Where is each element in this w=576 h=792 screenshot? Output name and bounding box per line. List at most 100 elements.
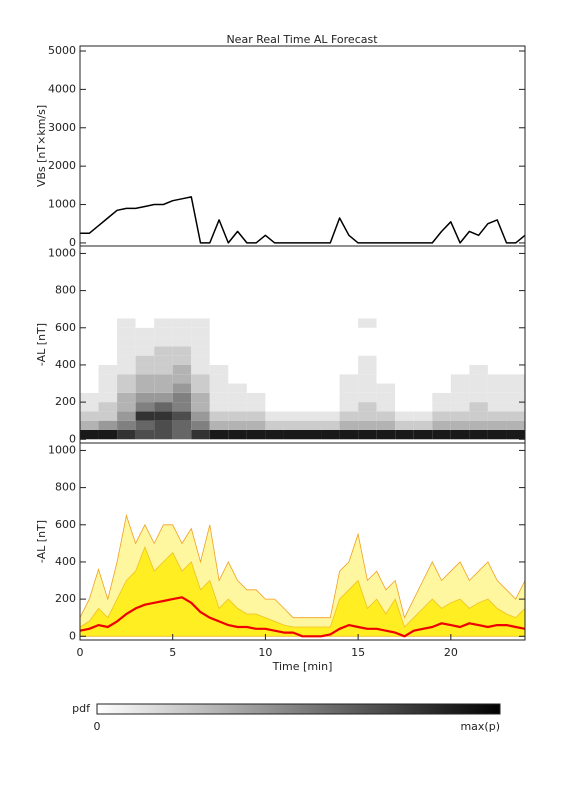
heat-cell xyxy=(506,337,525,347)
heat-cell xyxy=(228,383,247,393)
heat-cell xyxy=(321,420,340,430)
heat-cell xyxy=(228,402,247,412)
heat-cell xyxy=(80,337,99,347)
heat-cell xyxy=(209,327,229,338)
heat-cell xyxy=(98,420,118,430)
chart-title: Near Real Time AL Forecast xyxy=(226,33,378,46)
y-axis-label: -AL [nT] xyxy=(35,323,48,366)
heat-cell xyxy=(302,420,322,430)
heat-cell xyxy=(487,429,507,440)
y-tick-label: 4000 xyxy=(48,82,76,95)
heat-cell xyxy=(98,411,118,421)
heat-cell xyxy=(413,346,433,356)
heat-cell xyxy=(117,318,136,328)
y-tick-label: 1000 xyxy=(48,443,76,456)
heat-cell xyxy=(395,392,414,403)
heat-cell xyxy=(191,402,210,412)
heat-cell xyxy=(487,374,507,384)
heat-cell xyxy=(302,346,322,356)
heat-cell xyxy=(283,420,303,430)
heat-cell xyxy=(302,318,322,328)
heat-cell xyxy=(358,364,377,375)
heat-cell xyxy=(469,355,488,365)
heat-cell xyxy=(265,355,284,365)
heat-cell xyxy=(172,429,192,440)
heat-cell xyxy=(191,392,210,403)
heat-cell xyxy=(191,327,210,338)
heat-cell xyxy=(487,318,507,328)
heat-cell xyxy=(172,402,192,412)
heat-cell xyxy=(209,346,229,356)
heat-cell xyxy=(506,420,525,430)
heat-cell xyxy=(358,392,377,403)
x-axis-label: Time [min] xyxy=(272,660,333,673)
heat-cell xyxy=(172,374,192,384)
heat-cell xyxy=(80,411,99,421)
heat-cell xyxy=(469,318,488,328)
heat-cell xyxy=(228,374,247,384)
heat-cell xyxy=(228,420,247,430)
heat-cell xyxy=(376,420,396,430)
heat-cell xyxy=(135,364,155,375)
heat-cell xyxy=(450,364,470,375)
heat-cell xyxy=(283,392,303,403)
heat-cell xyxy=(154,364,173,375)
x-tick-label: 5 xyxy=(169,646,176,659)
heat-cell xyxy=(376,327,396,338)
x-tick-label: 20 xyxy=(444,646,458,659)
heat-cell xyxy=(339,402,359,412)
heat-cell xyxy=(487,327,507,338)
heat-cell xyxy=(191,420,210,430)
heat-cell xyxy=(321,429,340,440)
panel: 0 200 400 600 800 1000 -AL [nT] 0 5 10 15 20 Time [m… xyxy=(35,442,526,673)
panel-frame xyxy=(79,442,526,641)
heat-cell xyxy=(450,392,470,403)
y-axis-label: VBs [nT×km/s] xyxy=(35,105,48,187)
heat-cell xyxy=(339,327,359,338)
heat-cell xyxy=(302,383,322,393)
heat-cell xyxy=(209,364,229,375)
heat-cell xyxy=(135,355,155,365)
heat-cell xyxy=(339,337,359,347)
panel-frame xyxy=(79,45,526,247)
heat-cell xyxy=(395,318,414,328)
heat-cell xyxy=(135,429,155,440)
heat-cell xyxy=(265,346,284,356)
heat-cell xyxy=(358,429,377,440)
heat-cell xyxy=(209,374,229,384)
heat-cell xyxy=(432,429,451,440)
heat-cell xyxy=(376,355,396,365)
heat-cell xyxy=(376,411,396,421)
heat-cell xyxy=(487,392,507,403)
heat-cell xyxy=(283,355,303,365)
heat-cell xyxy=(321,318,340,328)
heat-cell xyxy=(376,337,396,347)
heat-cell xyxy=(469,364,488,375)
heat-cell xyxy=(487,402,507,412)
heat-cell xyxy=(172,337,192,347)
heat-cell xyxy=(135,402,155,412)
heat-cell xyxy=(358,346,377,356)
heat-cell xyxy=(506,383,525,393)
heat-cell xyxy=(376,402,396,412)
heat-cell xyxy=(246,411,266,421)
heat-cell xyxy=(154,383,173,393)
heat-cell xyxy=(413,327,433,338)
heat-cell xyxy=(487,420,507,430)
heat-cell xyxy=(117,374,136,384)
heat-cell xyxy=(358,327,377,338)
heat-cell xyxy=(98,355,118,365)
heat-cell xyxy=(487,411,507,421)
heat-cell xyxy=(376,364,396,375)
heat-cell xyxy=(413,429,433,440)
heat-cell xyxy=(80,374,99,384)
heat-cell xyxy=(413,337,433,347)
heat-cell xyxy=(191,411,210,421)
heat-cell xyxy=(265,429,284,440)
heat-cell xyxy=(321,337,340,347)
heat-cell xyxy=(450,429,470,440)
heat-cell xyxy=(209,402,229,412)
heat-cell xyxy=(395,383,414,393)
forecast-band xyxy=(79,545,526,637)
y-axis-label: -AL [nT] xyxy=(35,520,48,563)
